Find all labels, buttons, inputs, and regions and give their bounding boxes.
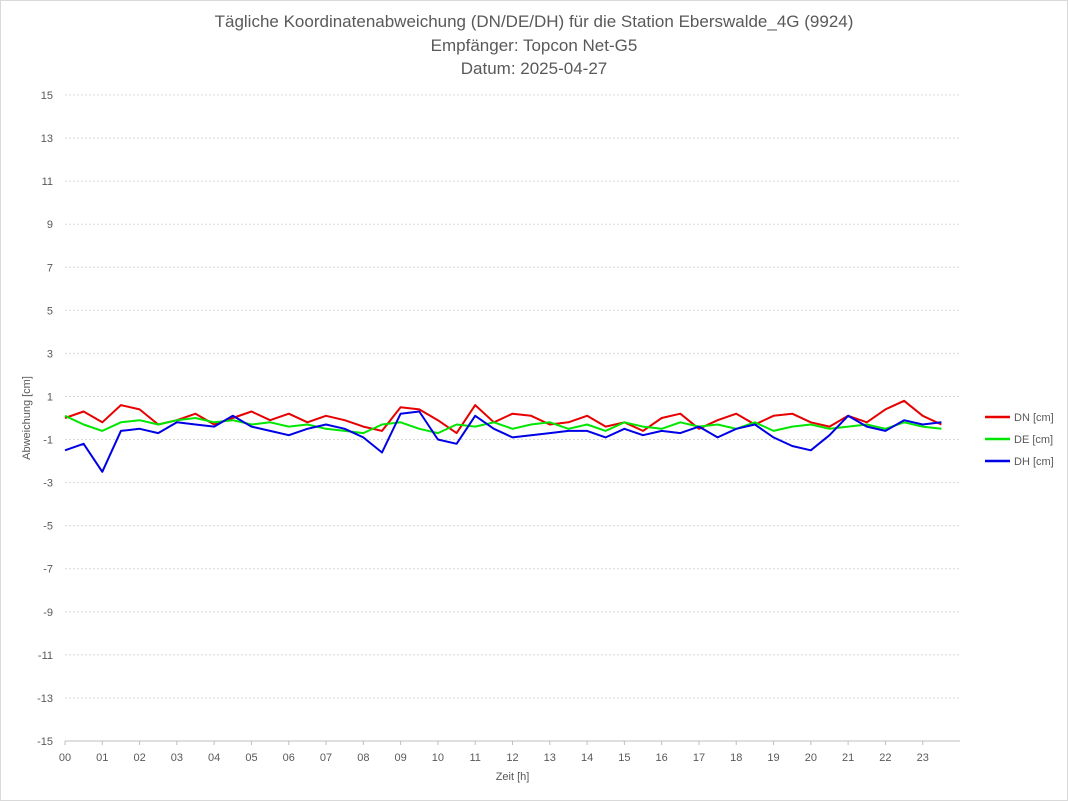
legend-label: DN [cm] xyxy=(1014,412,1054,424)
x-tick-label: 04 xyxy=(208,752,220,764)
series-line-dh xyxy=(64,410,942,473)
x-tick-label: 20 xyxy=(805,752,817,764)
x-tick-label: 19 xyxy=(767,752,779,764)
y-tick-label: 7 xyxy=(47,262,53,274)
x-axis-title: Zeit [h] xyxy=(496,771,530,783)
x-tick-label: 07 xyxy=(320,752,332,764)
x-tick-label: 00 xyxy=(59,752,71,764)
y-tick-label: -9 xyxy=(43,607,53,619)
chart-title: Tägliche Koordinatenabweichung (DN/DE/DH… xyxy=(214,12,854,31)
y-tick-label: -1 xyxy=(43,435,53,447)
y-tick-label: -11 xyxy=(38,650,53,662)
x-tick-label: 22 xyxy=(879,752,891,764)
y-tick-label: -15 xyxy=(37,736,53,748)
y-tick-label: -13 xyxy=(37,693,53,705)
y-tick-label: 15 xyxy=(41,90,53,102)
x-tick-label: 12 xyxy=(506,752,518,764)
x-tick-label: 23 xyxy=(917,752,929,764)
y-tick-label: 13 xyxy=(41,133,53,145)
x-tick-label: 17 xyxy=(693,752,705,764)
chart-subtitle-date: Datum: 2025-04-27 xyxy=(460,59,608,78)
x-tick-label: 02 xyxy=(133,752,145,764)
x-tick-label: 11 xyxy=(469,752,480,764)
x-tick-label: 15 xyxy=(618,752,630,764)
y-tick-label: 11 xyxy=(42,176,53,188)
y-tick-label: 5 xyxy=(47,305,53,317)
x-tick-label: 01 xyxy=(96,752,108,764)
y-tick-label: -3 xyxy=(43,478,53,490)
x-tick-label: 08 xyxy=(357,752,369,764)
y-tick-label: -7 xyxy=(43,564,53,576)
x-tick-label: 05 xyxy=(245,752,257,764)
y-axis-title: Abweichung [cm] xyxy=(21,376,33,460)
y-tick-label: 3 xyxy=(47,348,53,360)
x-tick-label: 13 xyxy=(544,752,556,764)
legend-label: DE [cm] xyxy=(1014,434,1053,446)
x-tick-label: 09 xyxy=(395,752,407,764)
x-tick-label: 21 xyxy=(842,752,854,764)
x-tick-label: 14 xyxy=(581,752,593,764)
x-tick-label: 16 xyxy=(656,752,668,764)
x-tick-label: 10 xyxy=(432,752,444,764)
x-tick-label: 06 xyxy=(283,752,295,764)
legend-label: DH [cm] xyxy=(1014,456,1054,468)
y-tick-label: -5 xyxy=(43,521,53,533)
y-tick-label: 1 xyxy=(47,391,53,403)
x-tick-label: 18 xyxy=(730,752,742,764)
y-tick-label: 9 xyxy=(47,219,53,231)
series-line-dn xyxy=(64,399,942,435)
chart-subtitle-receiver: Empfänger: Topcon Net-G5 xyxy=(430,36,638,55)
x-tick-label: 03 xyxy=(171,752,183,764)
series-line-de xyxy=(64,414,942,435)
